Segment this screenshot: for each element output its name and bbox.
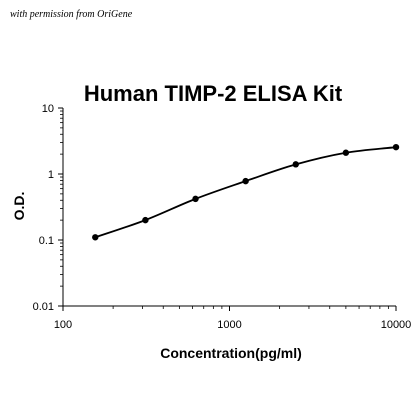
data-point [392,143,400,151]
y-axis: 0.01 0.1 1 10 [33,103,63,313]
y-tick-label: 0.01 [33,301,54,313]
y-tick-label: 10 [42,103,54,115]
x-tick-label: 10000 [381,319,412,331]
permission-note: with permission from OriGene [10,9,133,20]
chart-title: Human TIMP-2 ELISA Kit [84,81,343,106]
y-axis-label: O.D. [11,192,27,221]
x-axis-label: Concentration(pg/ml) [160,345,302,361]
plot-area [62,108,396,307]
data-point [292,161,299,168]
y-tick-label: 0.1 [39,235,54,247]
data-point [92,234,99,241]
data-point [192,195,199,203]
data-point [342,149,350,156]
x-tick-label: 100 [54,319,72,331]
y-tick-label: 1 [48,169,54,181]
fit-curve [95,146,397,239]
data-points [92,143,400,241]
x-tick-label: 1000 [217,319,241,331]
data-point [142,216,149,224]
x-axis: 100 1000 10000 [54,306,411,331]
data-point [242,177,249,185]
